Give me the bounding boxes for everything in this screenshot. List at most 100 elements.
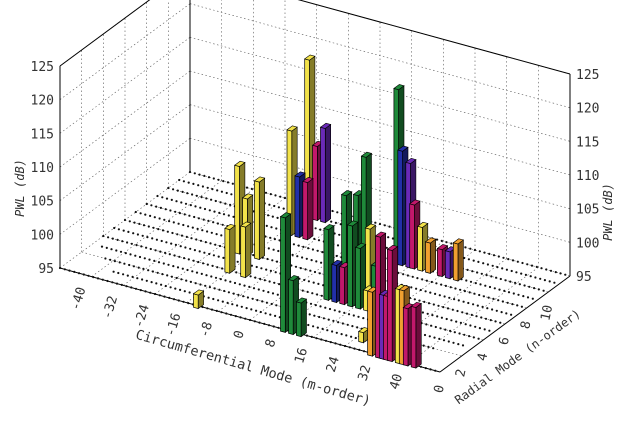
mode-dot [434, 369, 437, 372]
grid-line [186, 206, 317, 303]
mode-dot [465, 312, 469, 315]
bar [240, 221, 252, 279]
mode-dot [188, 170, 192, 174]
mode-dot [343, 311, 346, 314]
mode-dot [294, 265, 298, 268]
mode-dot [161, 196, 164, 199]
bar [424, 237, 437, 274]
mode-dot [125, 285, 128, 288]
mode-dot [391, 237, 394, 240]
mode-dot [187, 181, 190, 184]
bar-front [364, 227, 371, 291]
mode-dot [160, 239, 163, 243]
mode-dot [501, 267, 504, 270]
mode-dot [180, 278, 183, 281]
grid-line [59, 104, 191, 201]
mode-dot [435, 238, 439, 241]
mode-dot [358, 348, 361, 351]
mode-dot [156, 194, 159, 198]
mode-dot [489, 319, 492, 322]
mode-dot [142, 224, 146, 227]
mode-dot [305, 257, 308, 260]
mode-dot [174, 287, 177, 290]
mode-dot [141, 234, 144, 237]
mode-dot [466, 268, 469, 271]
mode-dot [330, 220, 333, 223]
mode-dot [200, 272, 203, 275]
y-tick-label: 10 [538, 304, 556, 322]
mode-dot [492, 297, 495, 300]
mode-dot [145, 279, 148, 282]
mode-dot [497, 299, 500, 302]
mode-dot [119, 250, 123, 253]
mode-dot [177, 222, 180, 225]
mode-dot [140, 245, 143, 248]
mode-dot [321, 251, 324, 254]
mode-dot [158, 294, 161, 297]
mode-dot [176, 189, 179, 192]
mode-dot [258, 321, 261, 324]
mode-dot [252, 254, 255, 257]
mode-dot [528, 285, 531, 288]
mode-dot [178, 255, 181, 258]
mode-dot [205, 197, 208, 200]
mode-dot [477, 260, 480, 263]
mode-dot [168, 253, 171, 256]
mode-dot [102, 234, 105, 238]
bar-side [429, 238, 437, 274]
mode-dot [512, 292, 515, 295]
bar [416, 221, 429, 272]
z-tick-label-right: 120 [576, 102, 599, 117]
mode-dot [153, 216, 156, 219]
mode-dot [436, 315, 439, 318]
mode-dot [149, 247, 152, 251]
mode-dot [331, 330, 334, 333]
mode-dot [224, 279, 227, 282]
mode-dot [174, 210, 177, 213]
mode-dot [524, 273, 528, 276]
z-tick-label-left: 110 [31, 161, 54, 176]
mode-dot [267, 214, 270, 217]
mode-dot [442, 306, 445, 309]
mode-dot [422, 344, 425, 347]
mode-dot [208, 209, 211, 212]
mode-dot [210, 231, 213, 234]
bar-top [286, 125, 298, 132]
mode-dot [229, 280, 232, 283]
mode-dot [175, 276, 178, 280]
mode-dot [178, 212, 181, 215]
mode-dot [448, 296, 451, 299]
mode-dot [314, 304, 317, 307]
mode-dot [335, 254, 338, 258]
mode-dot [500, 311, 503, 314]
mode-dot [495, 309, 498, 312]
mode-dot [301, 256, 304, 259]
mode-dot [167, 263, 170, 266]
mode-dot [212, 177, 215, 180]
mode-dot [147, 225, 150, 228]
bar-front [437, 247, 443, 278]
bar-top [295, 297, 308, 304]
mode-dot [484, 284, 487, 287]
mode-dot [126, 241, 129, 244]
x-tick-label: 24 [324, 355, 343, 375]
z-tick-label-left: 125 [31, 60, 54, 75]
mode-dot [245, 186, 249, 189]
bar-top [234, 160, 246, 167]
mode-dot [319, 228, 322, 231]
mode-dot [63, 268, 66, 271]
mode-dot [332, 319, 335, 322]
mode-dot [248, 285, 251, 288]
mode-dot [356, 326, 359, 329]
mode-dot [526, 296, 530, 299]
mode-dot [183, 290, 186, 293]
mode-dot [316, 249, 319, 252]
mode-dot [131, 275, 134, 278]
mode-dot [336, 211, 339, 214]
mode-dot [234, 315, 237, 318]
bar-top [374, 231, 387, 238]
mode-dot [166, 230, 169, 233]
mode-dot [327, 318, 330, 321]
mode-dot [192, 259, 195, 262]
mode-dot [255, 309, 258, 312]
